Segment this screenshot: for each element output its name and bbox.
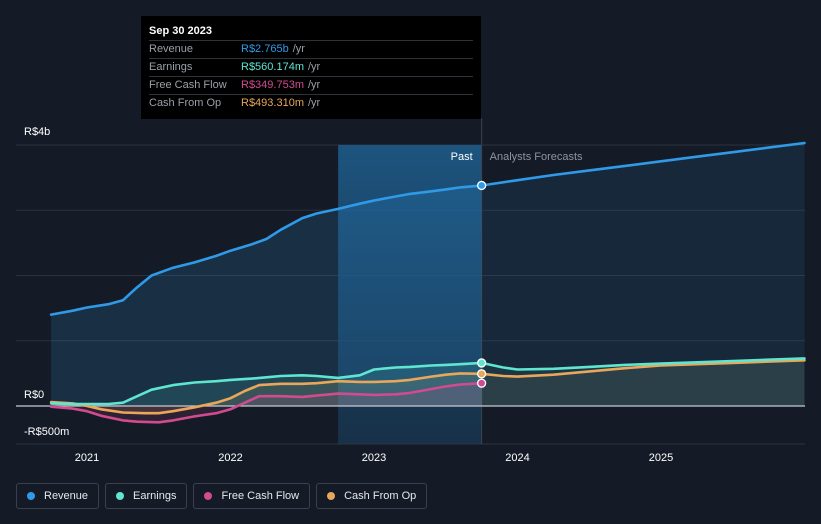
area-forecast-earnings [481, 358, 805, 406]
series-line-cash-from-op [49, 359, 806, 415]
x-tick-label: 2024 [505, 452, 529, 464]
x-tick-label: 2025 [649, 452, 673, 464]
legend-dot-icon [327, 492, 336, 500]
x-tick-label: 2023 [362, 452, 386, 464]
tooltip-value: R$349.753m [241, 79, 304, 91]
y-tick-label-bottom: -R$500m [24, 426, 70, 438]
data-marker-free-cash-flow [476, 378, 487, 388]
data-marker-revenue [476, 180, 487, 191]
x-tick-label: 2022 [218, 452, 242, 464]
tooltip-row-cash-from-op: Cash From Op R$493.310m /yr [149, 94, 473, 112]
tooltip-label: Earnings [149, 61, 193, 73]
tooltip-unit: /yr [292, 43, 305, 55]
legend-dot-icon [27, 492, 35, 500]
tooltip-row-free-cash-flow: Free Cash Flow R$349.753m /yr [149, 76, 473, 94]
legend-item-revenue[interactable]: Revenue [16, 483, 100, 509]
area-past-cash-from-op [51, 373, 482, 414]
area-forecast-revenue [481, 143, 805, 406]
data-marker-earnings [476, 358, 487, 368]
tooltip-unit: /yr [308, 79, 321, 91]
past-label: Past [451, 151, 473, 163]
legend-item-cash-from-op[interactable]: Cash From Op [316, 483, 428, 509]
series-line-earnings [49, 357, 806, 406]
tooltip: Sep 30 2023 Revenue R$2.765b /yr Earning… [141, 16, 481, 119]
legend-label: Cash From Op [344, 490, 417, 502]
tooltip-row-revenue: Revenue R$2.765b /yr [149, 40, 473, 58]
tooltip-value: R$560.174m [241, 61, 304, 73]
tooltip-value: R$2.765b [241, 43, 289, 55]
tooltip-row-earnings: Earnings R$560.174m /yr [149, 58, 473, 76]
tooltip-label: Cash From Op [149, 97, 222, 109]
series-line-free-cash-flow [49, 381, 483, 424]
legend-item-free-cash-flow[interactable]: Free Cash Flow [193, 483, 311, 509]
legend-dot-icon [204, 492, 213, 500]
area-past-revenue [51, 185, 482, 406]
tooltip-unit: /yr [308, 97, 321, 109]
legend-label: Free Cash Flow [221, 490, 300, 502]
tooltip-date: Sep 30 2023 [149, 25, 212, 37]
tooltip-label: Revenue [149, 43, 194, 55]
data-marker-cash-from-op [476, 369, 487, 379]
tooltip-value: R$493.310m [241, 97, 304, 109]
forecast-label: Analysts Forecasts [490, 151, 583, 163]
tooltip-label: Free Cash Flow [149, 79, 227, 91]
legend-item-earnings[interactable]: Earnings [105, 483, 188, 509]
legend-label: Revenue [44, 490, 89, 502]
x-tick-label: 2021 [75, 452, 99, 464]
area-forecast-cash-from-op [481, 360, 805, 406]
tooltip-unit: /yr [308, 61, 321, 73]
series-line-revenue [49, 141, 806, 316]
y-tick-label-zero: R$0 [24, 389, 45, 401]
legend: Revenue Earnings Free Cash Flow Cash Fro… [16, 483, 428, 509]
legend-dot-icon [116, 492, 125, 500]
legend-label: Earnings [133, 490, 177, 502]
y-tick-label-top: R$4b [24, 126, 51, 138]
